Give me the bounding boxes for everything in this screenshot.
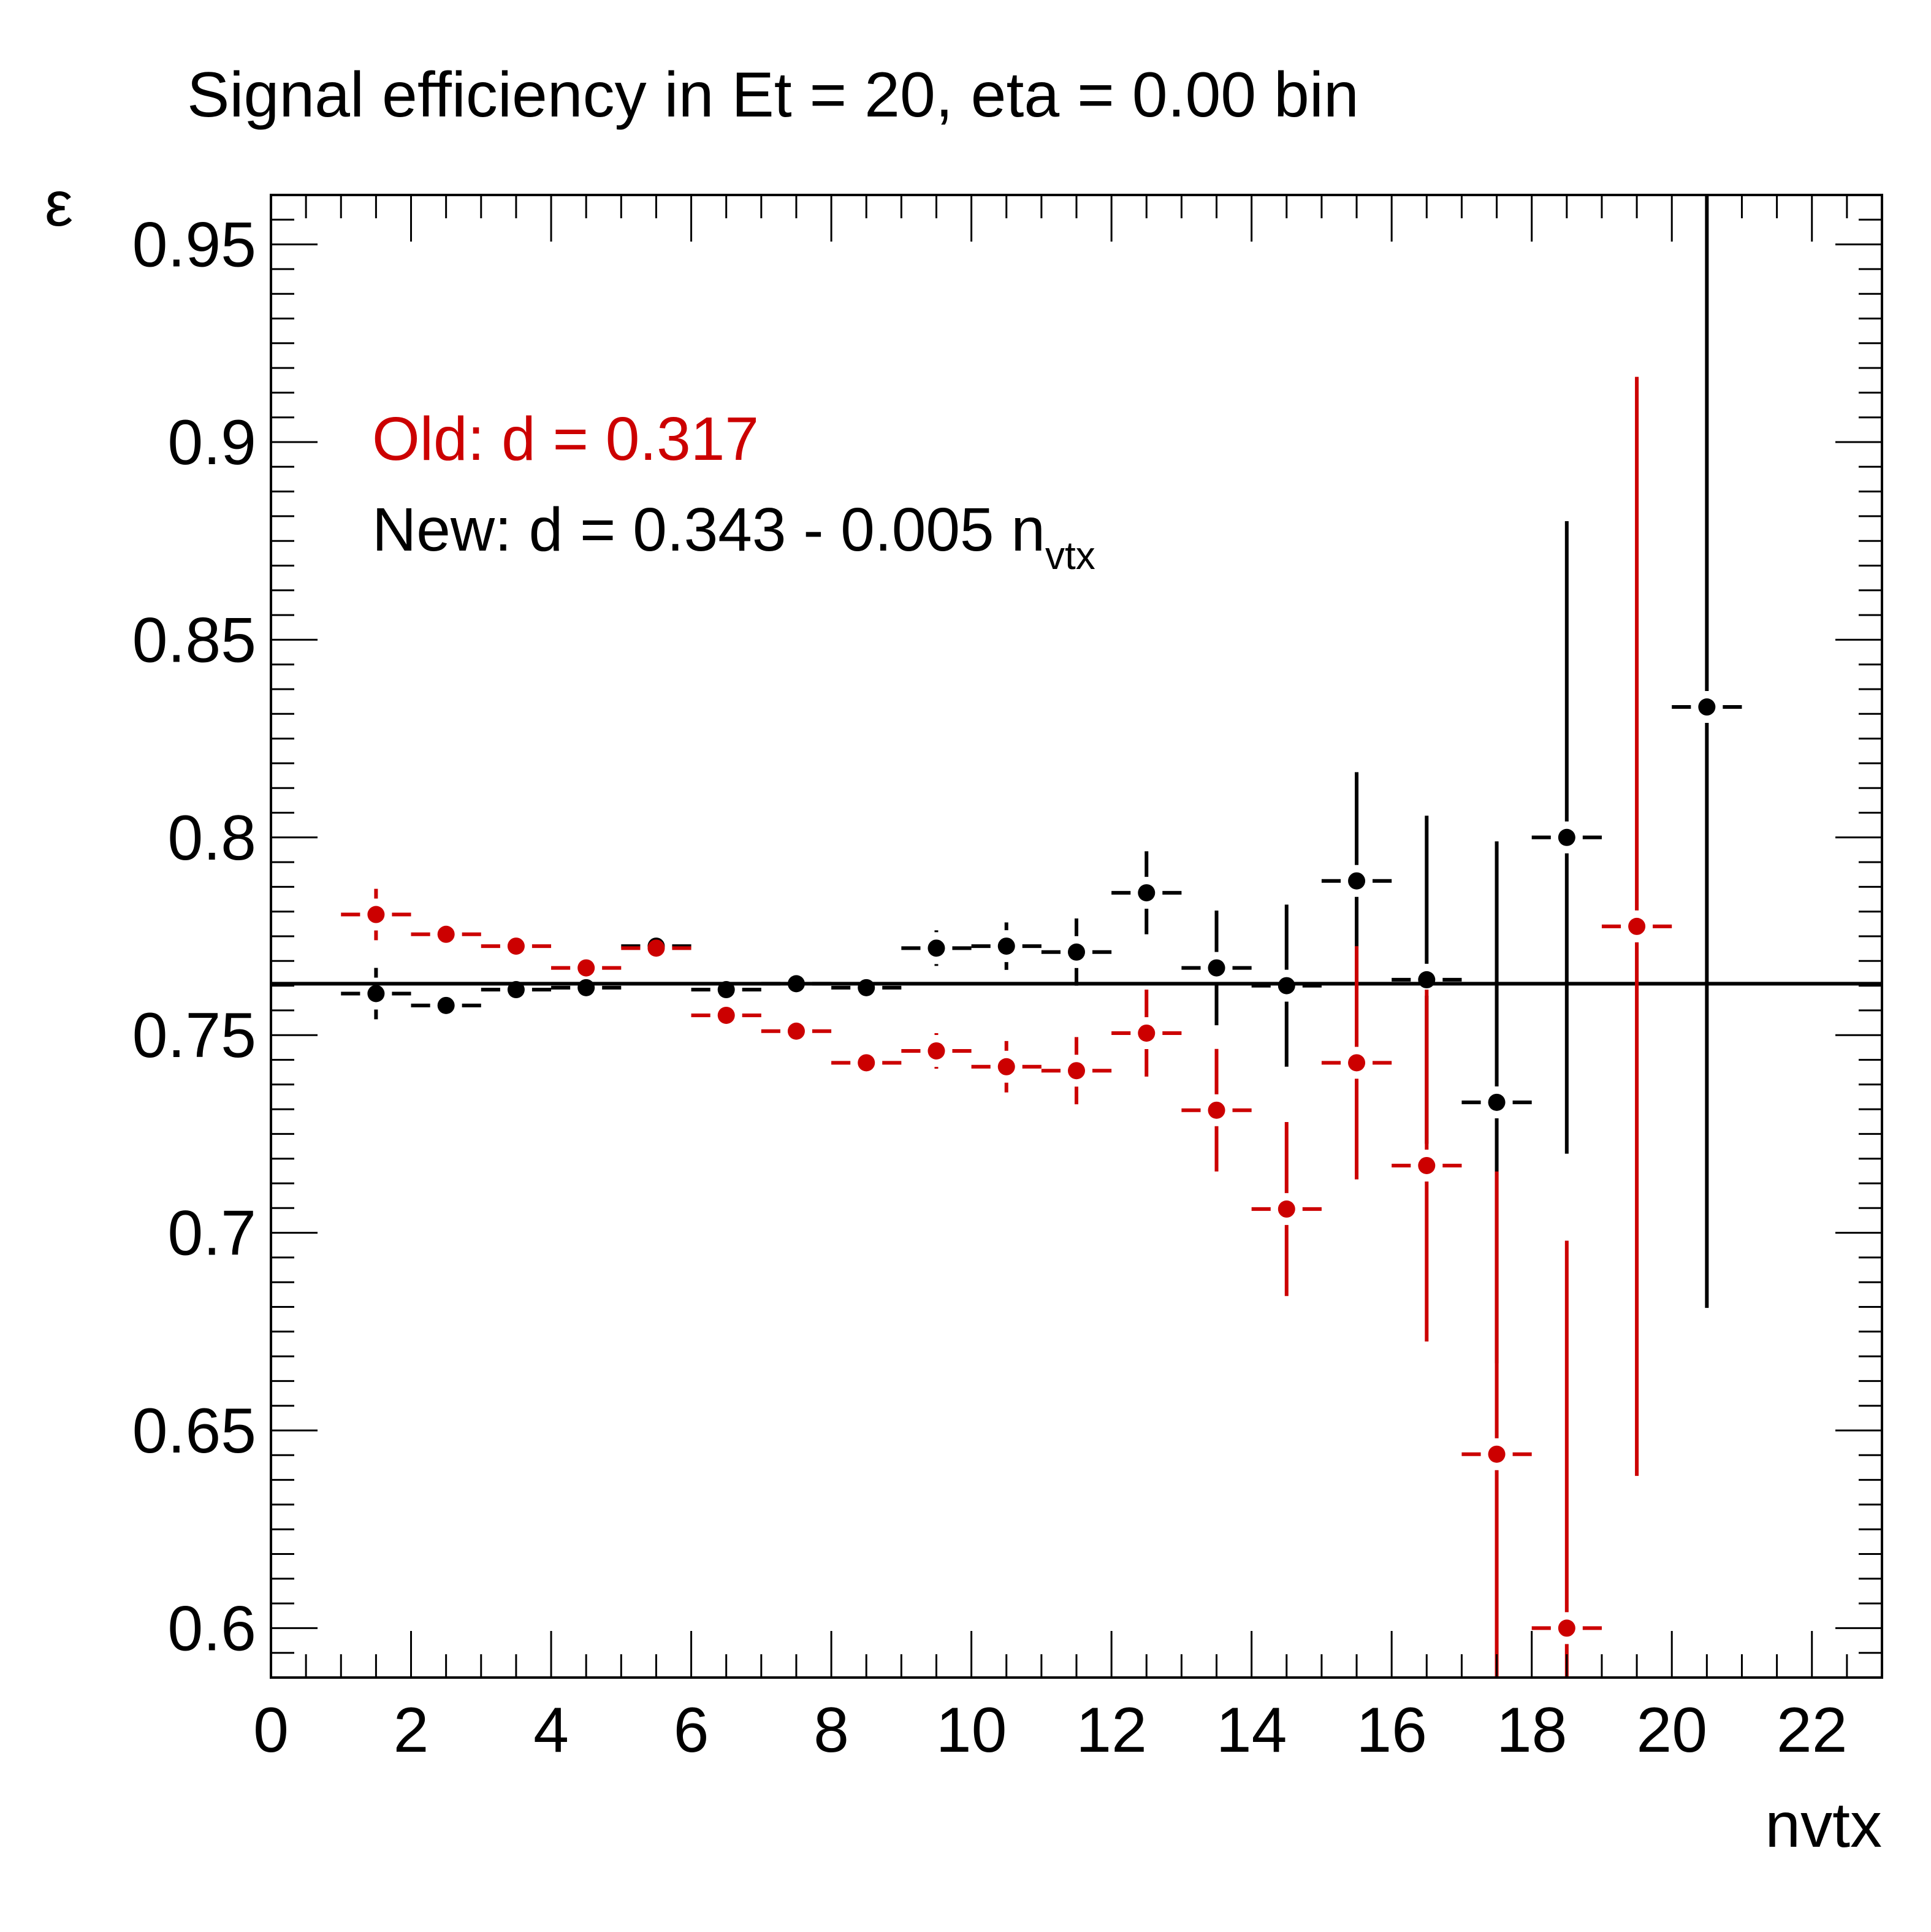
data-point (927, 939, 945, 957)
x-tick-label: 0 (253, 1695, 289, 1766)
data-point (1208, 959, 1225, 977)
data-point (1418, 1156, 1436, 1174)
data-point (1488, 1445, 1506, 1463)
data-point (787, 1022, 805, 1040)
y-tick-label: 0.8 (167, 803, 256, 874)
data-point (507, 937, 525, 955)
legend-old: Old: d = 0.317 (372, 405, 759, 473)
data-point (507, 981, 525, 999)
data-point (1208, 1101, 1225, 1119)
data-point (997, 1058, 1015, 1075)
data-point (1348, 1054, 1366, 1072)
data-point (1558, 1619, 1575, 1637)
series-old (341, 376, 1672, 1678)
data-point (647, 939, 665, 957)
data-point (1138, 1024, 1156, 1042)
y-tick-label: 0.7 (167, 1198, 256, 1269)
x-tick-label: 16 (1356, 1695, 1427, 1766)
chart-title: Signal efficiency in Et = 20, eta = 0.00… (187, 59, 1359, 131)
data-point (787, 975, 805, 993)
legend-new-subscript: vtx (1045, 533, 1095, 578)
y-axis: 0.6 0.65 0.7 0.75 0.8 0.85 0.9 0.95 (132, 194, 1882, 1679)
x-tick-label: 10 (936, 1695, 1007, 1766)
x-tick-label: 6 (674, 1695, 709, 1766)
data-point (1068, 1062, 1085, 1080)
data-point (717, 981, 735, 999)
data-point (367, 985, 385, 1002)
y-tick-label: 0.9 (167, 407, 256, 478)
data-point (1278, 1200, 1295, 1218)
x-tick-label: 14 (1216, 1695, 1287, 1766)
data-point (1068, 943, 1085, 961)
x-tick-label: 18 (1496, 1695, 1567, 1766)
y-tick-label: 0.75 (132, 1000, 256, 1071)
data-point (1488, 1093, 1506, 1111)
x-axis-label: nvtx (1765, 1790, 1882, 1861)
data-point (1278, 977, 1295, 995)
data-point (997, 937, 1015, 955)
y-tick-label: 0.95 (132, 210, 256, 281)
x-tick-label: 22 (1777, 1695, 1848, 1766)
y-tick-label: 0.6 (167, 1593, 256, 1664)
data-point (1628, 917, 1646, 935)
x-tick-label: 20 (1636, 1695, 1707, 1766)
x-axis: 0 2 4 6 8 10 12 14 16 18 20 22 (253, 195, 1883, 1766)
y-tick-label: 0.65 (132, 1396, 256, 1467)
data-point (437, 925, 455, 943)
plot-area (271, 195, 1882, 1678)
legend-new: New: d = 0.343 - 0.005 nvtx (372, 495, 1095, 578)
data-point (858, 1054, 875, 1072)
y-axis-label: ε (45, 169, 73, 240)
data-point (927, 1042, 945, 1060)
x-tick-label: 12 (1076, 1695, 1147, 1766)
data-point (1418, 971, 1436, 988)
x-tick-label: 2 (394, 1695, 429, 1766)
legend-new-main: New: d = 0.343 - 0.005 n (372, 495, 1045, 564)
data-point (717, 1006, 735, 1024)
x-tick-label: 8 (813, 1695, 849, 1766)
data-point (437, 996, 455, 1014)
data-point (1138, 884, 1156, 902)
series-layer (341, 195, 1742, 1678)
y-tick-label: 0.85 (132, 605, 256, 676)
data-point (1348, 872, 1366, 890)
data-point (577, 959, 595, 977)
data-point (577, 979, 595, 996)
data-point (367, 906, 385, 923)
data-point (1558, 828, 1575, 846)
data-point (858, 979, 875, 996)
x-tick-label: 4 (533, 1695, 569, 1766)
data-point (1698, 698, 1716, 716)
